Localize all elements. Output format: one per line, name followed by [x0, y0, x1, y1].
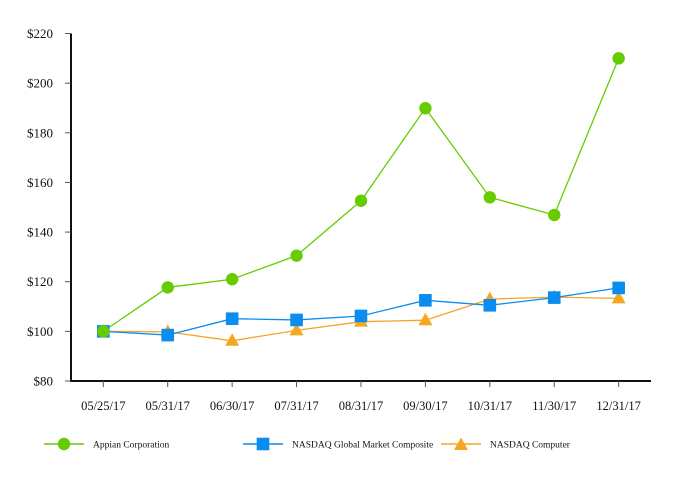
- x-tick-label: 06/30/17: [210, 399, 254, 413]
- data-point-square: [547, 291, 561, 304]
- y-tick-label: $160: [27, 175, 53, 190]
- data-point-circle: [612, 52, 625, 65]
- legend-label: NASDAQ Global Market Composite: [292, 441, 433, 451]
- data-point-square: [225, 312, 239, 325]
- y-tick-label: $140: [27, 225, 53, 240]
- data-point-circle: [548, 208, 561, 222]
- x-tick-label: 08/31/17: [339, 399, 383, 413]
- data-point-circle: [290, 249, 303, 262]
- data-point-circle: [354, 194, 368, 207]
- y-tick-label: $220: [27, 26, 53, 41]
- legend-item: NASDAQ Computer: [441, 437, 571, 451]
- x-tick-label: 12/31/17: [596, 399, 640, 413]
- axes: [70, 33, 651, 382]
- data-point-circle: [97, 325, 110, 338]
- y-tick-label: $100: [27, 324, 53, 339]
- data-point-square: [354, 309, 368, 323]
- data-point-circle: [161, 281, 174, 294]
- y-axis-ticks: $80 $100 $120 $140 $160 $180 $200 $220: [27, 26, 71, 389]
- legend-circle-icon: [57, 437, 71, 451]
- x-axis-ticks: 05/25/17 05/31/17 06/30/17 07/31/17 08/31/17…: [81, 381, 641, 413]
- legend-label: NASDAQ Computer: [490, 441, 571, 451]
- legend-item: Appian Corporation: [44, 437, 170, 451]
- x-tick-label: 05/25/17: [81, 399, 125, 413]
- data-point-square: [419, 294, 432, 307]
- data-point-square: [483, 298, 497, 312]
- legend-item: NASDAQ Global Market Composite: [243, 437, 433, 451]
- legend: Appian Corporation NASDAQ Global Market C…: [44, 437, 571, 451]
- data-point-triangle: [225, 333, 240, 346]
- data-point-triangle: [418, 312, 433, 326]
- data-point-square: [161, 328, 175, 342]
- x-tick-label: 11/30/17: [532, 399, 576, 413]
- series-group: [96, 52, 626, 346]
- data-point-circle: [483, 191, 497, 204]
- legend-square-icon: [256, 437, 270, 451]
- data-point-square: [290, 313, 303, 327]
- data-point-circle: [419, 102, 432, 115]
- data-point-triangle: [289, 322, 304, 336]
- y-tick-label: $80: [34, 374, 54, 389]
- x-tick-label: 05/31/17: [145, 399, 189, 413]
- series-markers: [97, 52, 625, 338]
- y-tick-label: $200: [27, 76, 53, 91]
- y-tick-label: $120: [27, 274, 53, 289]
- legend-triangle-icon: [454, 437, 468, 450]
- x-tick-label: 09/30/17: [403, 399, 447, 413]
- y-tick-label: $180: [27, 125, 53, 140]
- x-tick-label: 10/31/17: [468, 399, 512, 413]
- legend-label: Appian Corporation: [93, 441, 170, 451]
- data-point-circle: [225, 273, 239, 286]
- data-point-triangle: [611, 290, 626, 304]
- x-tick-label: 07/31/17: [274, 399, 318, 413]
- data-point-square: [612, 281, 625, 295]
